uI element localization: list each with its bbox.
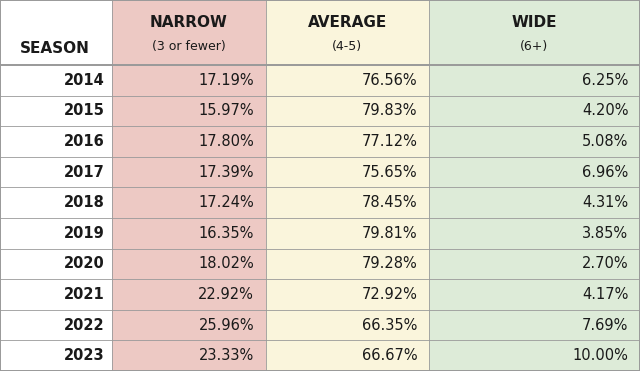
Bar [112,279,266,310]
Text: 66.67%: 66.67% [362,348,417,363]
Bar [266,310,429,341]
Bar [112,218,266,249]
Bar [429,0,640,65]
Bar [429,249,640,279]
Bar [0,126,112,157]
Bar [266,279,429,310]
Text: 79.28%: 79.28% [362,256,417,271]
Bar [112,65,266,96]
Text: 2.70%: 2.70% [582,256,628,271]
Text: 15.97%: 15.97% [198,104,254,118]
Text: SEASON: SEASON [20,41,90,56]
Text: 2021: 2021 [63,287,104,302]
Bar [112,341,266,371]
Text: 76.56%: 76.56% [362,73,417,88]
Bar [429,279,640,310]
Bar [112,0,266,65]
Text: 6.25%: 6.25% [582,73,628,88]
Text: 79.83%: 79.83% [362,104,417,118]
Bar [0,96,112,126]
Text: WIDE: WIDE [511,15,557,30]
Bar [112,126,266,157]
Bar [0,279,112,310]
Text: NARROW: NARROW [150,15,228,30]
Text: 2017: 2017 [63,165,104,180]
Text: 17.24%: 17.24% [198,195,254,210]
Text: 75.65%: 75.65% [362,165,417,180]
Text: 17.80%: 17.80% [198,134,254,149]
Text: 25.96%: 25.96% [198,318,254,332]
Text: 6.96%: 6.96% [582,165,628,180]
Text: 4.31%: 4.31% [582,195,628,210]
Bar [266,249,429,279]
Text: 16.35%: 16.35% [198,226,254,241]
Bar [112,310,266,341]
Text: 2016: 2016 [63,134,104,149]
Bar [429,187,640,218]
Bar [112,187,266,218]
Text: 78.45%: 78.45% [362,195,417,210]
Text: 2019: 2019 [63,226,104,241]
Text: 2014: 2014 [63,73,104,88]
Text: 4.20%: 4.20% [582,104,628,118]
Bar [266,65,429,96]
Text: 2022: 2022 [64,318,104,332]
Bar [0,249,112,279]
Bar [266,0,429,65]
Bar [266,187,429,218]
Bar [266,218,429,249]
Bar [429,157,640,187]
Bar [0,187,112,218]
Bar [266,126,429,157]
Bar [0,218,112,249]
Bar [429,96,640,126]
Text: 17.19%: 17.19% [198,73,254,88]
Bar [0,341,112,371]
Text: 22.92%: 22.92% [198,287,254,302]
Bar [0,0,112,65]
Text: 79.81%: 79.81% [362,226,417,241]
Text: 77.12%: 77.12% [362,134,417,149]
Bar [429,126,640,157]
Bar [429,341,640,371]
Bar [266,157,429,187]
Text: 2020: 2020 [63,256,104,271]
Text: 2023: 2023 [64,348,104,363]
Text: 72.92%: 72.92% [362,287,417,302]
Text: AVERAGE: AVERAGE [308,15,387,30]
Bar [429,218,640,249]
Text: 7.69%: 7.69% [582,318,628,332]
Text: 18.02%: 18.02% [198,256,254,271]
Text: 5.08%: 5.08% [582,134,628,149]
Bar [0,157,112,187]
Bar [429,65,640,96]
Text: 4.17%: 4.17% [582,287,628,302]
Bar [429,310,640,341]
Text: 23.33%: 23.33% [199,348,254,363]
Text: (6+): (6+) [520,40,548,53]
Bar [266,96,429,126]
Text: 3.85%: 3.85% [582,226,628,241]
Bar [112,157,266,187]
Text: (3 or fewer): (3 or fewer) [152,40,226,53]
Text: 10.00%: 10.00% [573,348,628,363]
Bar [0,65,112,96]
Text: 2018: 2018 [63,195,104,210]
Text: 2015: 2015 [63,104,104,118]
Bar [112,96,266,126]
Text: (4-5): (4-5) [332,40,362,53]
Text: 17.39%: 17.39% [198,165,254,180]
Bar [0,310,112,341]
Bar [266,341,429,371]
Bar [112,249,266,279]
Text: 66.35%: 66.35% [362,318,417,332]
